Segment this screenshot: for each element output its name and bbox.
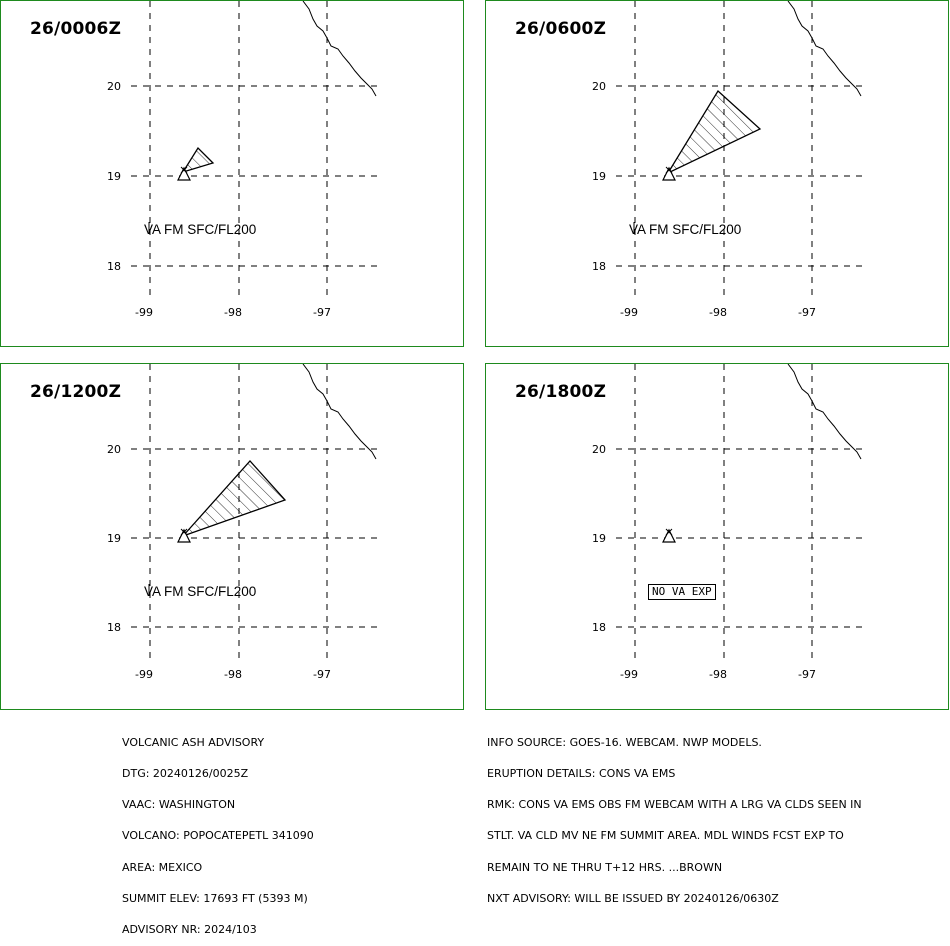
valid-time-label: 26/0006Z: [30, 19, 122, 39]
lon-label-97: -97: [313, 306, 331, 319]
lat-label-19: 19: [107, 532, 121, 545]
valid-time-label: 26/1800Z: [515, 382, 607, 402]
flight-level-label: VA FM SFC/FL200: [144, 584, 256, 599]
ash-cloud-polygon: [181, 146, 215, 174]
map-canvas-t18: 20 19 18 -99 -98 -97: [592, 364, 862, 681]
map-panel-t0: 20 19 18 -99 -98 -97 VA FM SFC/FL200 26/…: [0, 0, 464, 347]
lon-label-98: -98: [709, 306, 727, 319]
lat-label-18: 18: [107, 621, 121, 634]
lon-label-99: -99: [135, 668, 153, 681]
lat-label-18: 18: [107, 260, 121, 273]
lon-label-97: -97: [798, 668, 816, 681]
lat-label-19: 19: [107, 170, 121, 183]
valid-time-label: 26/0600Z: [515, 19, 607, 39]
lat-label-19: 19: [592, 170, 606, 183]
volcano-icon: [177, 528, 191, 543]
advisory-next: NXT ADVISORY: WILL BE ISSUED BY 20240126…: [487, 891, 779, 905]
advisory-info-source: INFO SOURCE: GOES-16. WEBCAM. NWP MODELS…: [487, 735, 762, 749]
map-canvas-t12: 20 19 18 -99 -98 -97 VA FM SFC/FL200: [107, 364, 377, 681]
advisory-details-block: INFO SOURCE: GOES-16. WEBCAM. NWP MODELS…: [487, 717, 862, 915]
map-panel-t18: 20 19 18 -99 -98 -97 26/1800Z NO VA EXP: [485, 363, 949, 710]
lat-label-20: 20: [107, 80, 121, 93]
map-panel-t12: 20 19 18 -99 -98 -97 VA FM SFC/FL200 26/…: [0, 363, 464, 710]
graticule: [131, 1, 377, 301]
graticule: [616, 1, 862, 301]
volcano-icon: [662, 528, 676, 543]
coastline: [302, 364, 377, 460]
lat-label-18: 18: [592, 621, 606, 634]
advisory-number: ADVISORY NR: 2024/103: [122, 923, 257, 937]
lon-label-98: -98: [709, 668, 727, 681]
advisory-vaac: VAAC: WASHINGTON: [122, 798, 236, 812]
advisory-remarks-3: REMAIN TO NE THRU T+12 HRS. ...BROWN: [487, 860, 723, 874]
lat-label-20: 20: [107, 443, 121, 456]
map-canvas-t0: 20 19 18 -99 -98 -97 VA FM SFC/FL200: [107, 1, 377, 319]
lat-label-20: 20: [592, 443, 606, 456]
advisory-eruption-details: ERUPTION DETAILS: CONS VA EMS: [487, 767, 676, 781]
advisory-summit-elev: SUMMIT ELEV: 17693 FT (5393 M): [122, 891, 308, 905]
advisory-area: AREA: MEXICO: [122, 860, 203, 874]
lat-label-19: 19: [592, 532, 606, 545]
advisory-title: VOLCANIC ASH ADVISORY: [122, 735, 265, 749]
coastline: [302, 1, 377, 97]
advisory-volcano: VOLCANO: POPOCATEPETL 341090: [122, 829, 314, 843]
lon-label-97: -97: [313, 668, 331, 681]
graticule: [616, 364, 862, 664]
lat-label-18: 18: [592, 260, 606, 273]
flight-level-label: VA FM SFC/FL200: [629, 222, 741, 237]
lat-label-20: 20: [592, 80, 606, 93]
lon-label-99: -99: [620, 668, 638, 681]
lon-label-97: -97: [798, 306, 816, 319]
advisory-dtg: DTG: 20240126/0025Z: [122, 767, 249, 781]
advisory-remarks-2: STLT. VA CLD MV NE FM SUMMIT AREA. MDL W…: [487, 829, 844, 843]
volcano-icon: [662, 166, 676, 181]
lon-label-99: -99: [620, 306, 638, 319]
graticule: [131, 364, 377, 664]
coastline: [787, 364, 862, 460]
coastline: [787, 1, 862, 97]
map-canvas-t6: 20 19 18 -99 -98 -97 VA FM SFC/FL200: [592, 1, 862, 319]
ash-cloud-polygon: [182, 460, 287, 537]
lon-label-98: -98: [224, 306, 242, 319]
flight-level-label: VA FM SFC/FL200: [144, 222, 256, 237]
advisory-header-block: VOLCANIC ASH ADVISORY DTG: 20240126/0025…: [122, 717, 314, 946]
no-ash-expected-label: NO VA EXP: [648, 584, 716, 600]
map-panel-t6: 20 19 18 -99 -98 -97 VA FM SFC/FL200 26/…: [485, 0, 949, 347]
ash-cloud-polygon: [666, 89, 762, 175]
volcano-icon: [177, 166, 191, 181]
valid-time-label: 26/1200Z: [30, 382, 122, 402]
advisory-remarks-1: RMK: CONS VA EMS OBS FM WEBCAM WITH A LR…: [487, 798, 862, 812]
lon-label-98: -98: [224, 668, 242, 681]
lon-label-99: -99: [135, 306, 153, 319]
